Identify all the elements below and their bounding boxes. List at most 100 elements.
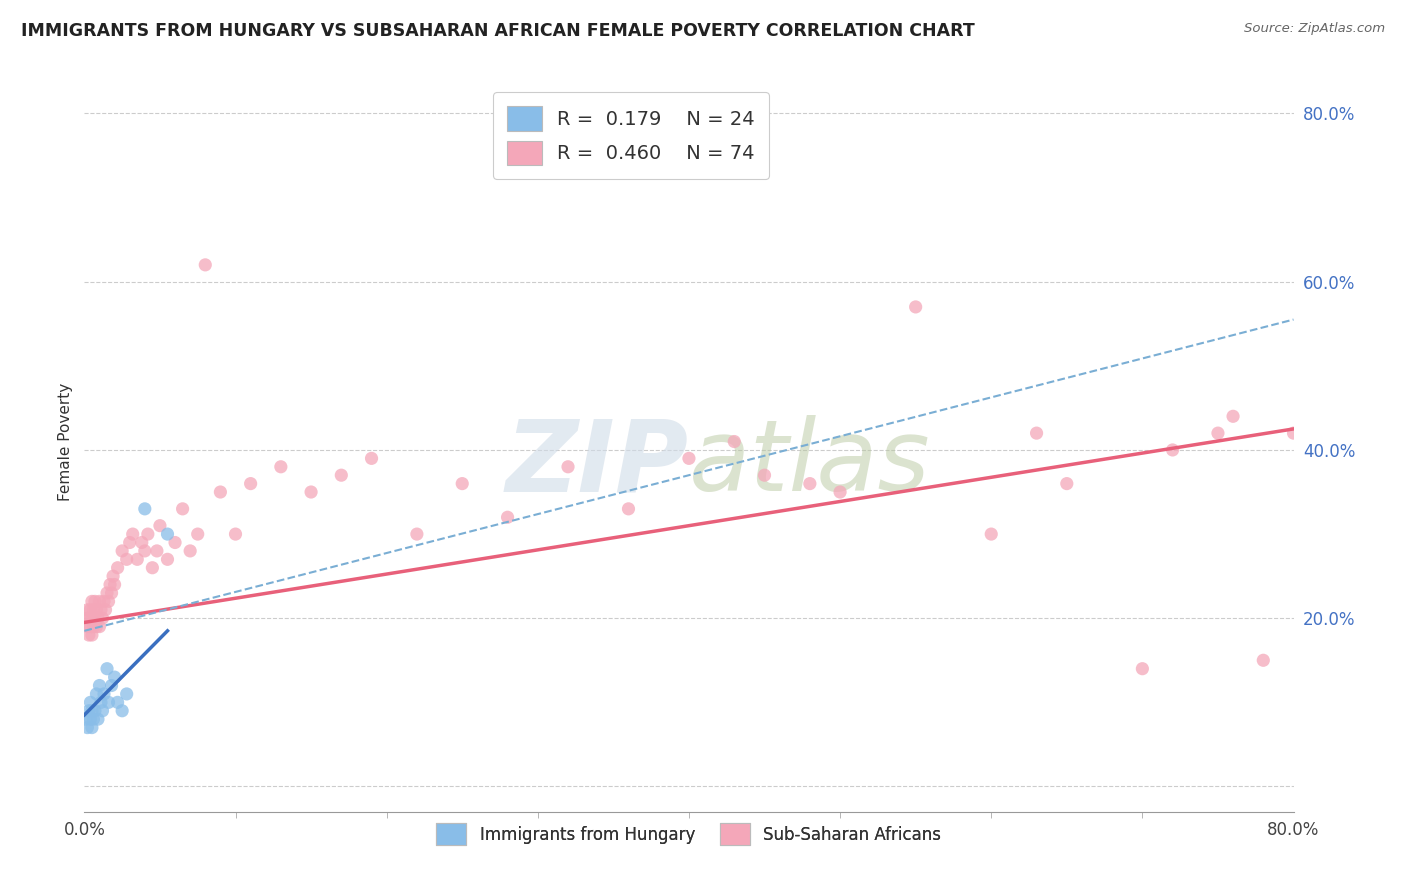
Point: [156, 527, 179, 541]
Point: [172, 501, 194, 516]
Point: [131, 535, 153, 549]
Point: [406, 527, 429, 541]
Point: [127, 552, 149, 566]
Point: [96, 662, 118, 676]
Point: [89, 594, 111, 608]
Point: [115, 552, 138, 566]
Point: [80, 611, 103, 625]
Point: [80, 721, 103, 735]
Point: [84, 594, 107, 608]
Point: [90, 603, 112, 617]
Point: [86, 687, 108, 701]
Point: [146, 544, 169, 558]
Point: [100, 679, 122, 693]
Point: [100, 586, 122, 600]
Point: [82, 619, 104, 633]
Point: [115, 687, 138, 701]
Point: [93, 594, 115, 608]
Point: [80, 594, 103, 608]
Point: [165, 535, 187, 549]
Point: [91, 611, 114, 625]
Point: [76, 619, 98, 633]
Text: IMMIGRANTS FROM HUNGARY VS SUBSAHARAN AFRICAN FEMALE POVERTY CORRELATION CHART: IMMIGRANTS FROM HUNGARY VS SUBSAHARAN AF…: [21, 22, 974, 40]
Text: atlas: atlas: [689, 416, 931, 512]
Text: ZIP: ZIP: [506, 416, 689, 512]
Point: [830, 485, 852, 500]
Point: [134, 544, 156, 558]
Point: [82, 603, 104, 617]
Point: [82, 712, 104, 726]
Point: [97, 594, 120, 608]
Text: Source: ZipAtlas.com: Source: ZipAtlas.com: [1244, 22, 1385, 36]
Point: [496, 510, 519, 524]
Point: [330, 468, 353, 483]
Point: [86, 619, 108, 633]
Point: [121, 527, 143, 541]
Point: [118, 535, 141, 549]
Point: [86, 603, 108, 617]
Legend: Immigrants from Hungary, Sub-Saharan Africans: Immigrants from Hungary, Sub-Saharan Afr…: [430, 817, 948, 852]
Point: [723, 434, 745, 449]
Point: [225, 527, 247, 541]
Point: [77, 611, 100, 625]
Point: [1206, 426, 1229, 441]
Point: [557, 459, 579, 474]
Point: [89, 619, 111, 633]
Point: [98, 577, 121, 591]
Point: [79, 603, 101, 617]
Point: [87, 712, 110, 726]
Point: [97, 695, 120, 709]
Point: [94, 603, 117, 617]
Point: [77, 704, 100, 718]
Point: [107, 560, 129, 574]
Point: [93, 687, 115, 701]
Point: [451, 476, 474, 491]
Point: [194, 258, 217, 272]
Point: [111, 544, 134, 558]
Point: [239, 476, 262, 491]
Point: [84, 704, 107, 718]
Point: [89, 679, 111, 693]
Point: [1056, 476, 1078, 491]
Point: [77, 628, 100, 642]
Point: [299, 485, 322, 500]
Point: [79, 712, 101, 726]
Point: [104, 670, 127, 684]
Point: [87, 611, 110, 625]
Point: [1253, 653, 1275, 667]
Point: [1161, 442, 1184, 457]
Y-axis label: Female Poverty: Female Poverty: [58, 383, 73, 500]
Point: [1130, 662, 1153, 676]
Point: [1282, 426, 1305, 441]
Point: [754, 468, 776, 483]
Point: [75, 611, 97, 625]
Point: [156, 552, 179, 566]
Point: [76, 721, 98, 735]
Point: [179, 544, 201, 558]
Point: [107, 695, 129, 709]
Point: [134, 501, 156, 516]
Point: [136, 527, 159, 541]
Point: [76, 603, 98, 617]
Point: [80, 704, 103, 718]
Point: [980, 527, 1002, 541]
Point: [75, 712, 97, 726]
Point: [101, 569, 124, 583]
Point: [187, 527, 209, 541]
Point: [80, 628, 103, 642]
Point: [270, 459, 292, 474]
Point: [149, 518, 172, 533]
Point: [617, 501, 640, 516]
Point: [104, 577, 127, 591]
Point: [79, 619, 101, 633]
Point: [79, 695, 101, 709]
Point: [111, 704, 134, 718]
Point: [1025, 426, 1047, 441]
Point: [1222, 409, 1244, 424]
Point: [141, 560, 163, 574]
Point: [904, 300, 927, 314]
Point: [90, 695, 112, 709]
Point: [96, 586, 118, 600]
Point: [91, 704, 114, 718]
Point: [84, 611, 107, 625]
